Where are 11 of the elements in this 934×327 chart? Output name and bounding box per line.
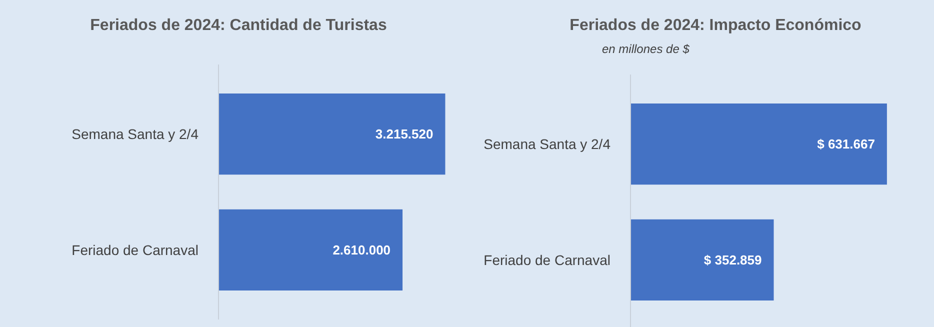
y-tick-label: Feriado de Carnaval xyxy=(72,242,199,258)
data-label: $ 352.859 xyxy=(704,252,762,268)
y-tick-label: Semana Santa y 2/4 xyxy=(484,136,611,152)
chart-title: Feriados de 2024: Impacto Económico xyxy=(570,16,862,36)
y-tick-label: Feriado de Carnaval xyxy=(484,252,611,268)
chart-subtitle: en millones de $ xyxy=(602,41,690,58)
data-label: 2.610.000 xyxy=(332,242,391,258)
data-label: $ 631.667 xyxy=(817,136,875,152)
data-label: 3.215.520 xyxy=(375,126,434,142)
y-tick-label: Semana Santa y 2/4 xyxy=(72,126,199,142)
chart-title: Feriados de 2024: Cantidad de Turistas xyxy=(90,16,387,36)
